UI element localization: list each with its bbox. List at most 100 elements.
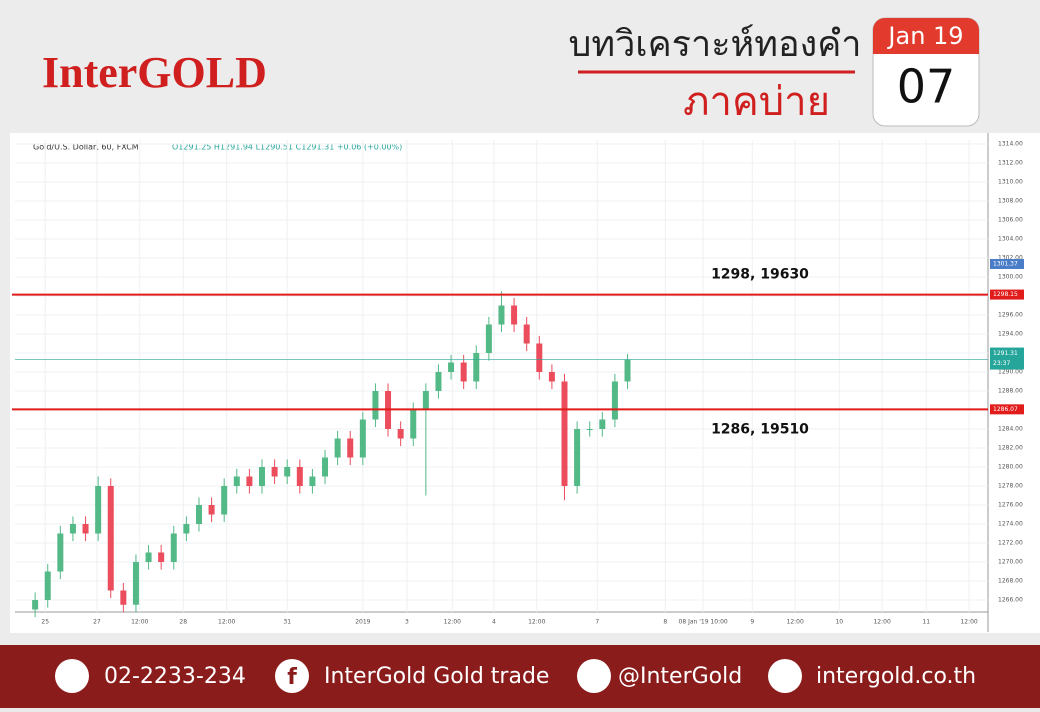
y-tick-label: 1308.00 [998, 198, 1023, 205]
x-tick-label: 12:00 [528, 619, 545, 626]
candle-body [132, 562, 139, 605]
y-tick-label: 1280.00 [998, 464, 1023, 471]
candle-body [57, 533, 64, 572]
x-tick-label: 25 [41, 619, 49, 626]
candle-body [611, 381, 618, 420]
facebook-glyph: f [287, 665, 297, 690]
phone-icon [55, 659, 89, 693]
calendar-top [873, 18, 979, 54]
y-tick-label: 1282.00 [998, 445, 1023, 452]
candle-body [410, 410, 417, 439]
candle-body [397, 429, 404, 439]
line-icon [577, 659, 611, 693]
candle-body [473, 353, 480, 382]
x-tick-label: 10 [835, 619, 843, 626]
candle-body [208, 505, 215, 515]
y-tick-label: 1278.00 [998, 483, 1023, 490]
y-tick-label: 1296.00 [998, 312, 1023, 319]
x-tick-label: 12:00 [787, 619, 804, 626]
candle-body [599, 419, 606, 429]
y-tick-label: 1266.00 [998, 597, 1023, 604]
y-tick-label: 1270.00 [998, 559, 1023, 566]
candle-body [511, 305, 518, 325]
y-tick-label: 1304.00 [998, 236, 1023, 243]
candle-body [69, 524, 76, 534]
candle-body [460, 362, 467, 382]
x-tick-label: 12:00 [960, 619, 977, 626]
subtitle: ภาคบ่าย [683, 79, 830, 125]
y-tick-label: 1302.00 [998, 255, 1023, 262]
candle-body [359, 419, 366, 458]
x-tick-label: 9 [750, 619, 754, 626]
candle-body [548, 372, 555, 382]
y-tick-label: 1272.00 [998, 540, 1023, 547]
candle-body [82, 524, 89, 534]
x-tick-label: 28 [179, 619, 187, 626]
x-tick-label: 12:00 [218, 619, 235, 626]
candle-body [498, 305, 505, 325]
calendar-day: 07 [897, 60, 956, 114]
level-tag-label: 1286.07 [993, 406, 1018, 413]
candle-body [170, 533, 177, 562]
level-tag [990, 289, 1024, 300]
candle-body [32, 600, 39, 610]
y-tick-label: 1268.00 [998, 578, 1023, 585]
candle-body [95, 486, 102, 534]
x-tick-label: 12:00 [444, 619, 461, 626]
price-tag [990, 258, 1024, 269]
price-tag-label: 1291.31 [993, 350, 1018, 357]
candle-body [347, 438, 354, 458]
candle-body [221, 486, 228, 515]
x-tick-label: 2019 [355, 619, 370, 626]
website: intergold.co.th [816, 664, 976, 689]
y-tick-label: 1274.00 [998, 521, 1023, 528]
candle-body [523, 324, 530, 344]
candle-body [120, 590, 127, 605]
candle-body [183, 524, 190, 534]
candle-body [158, 552, 165, 562]
x-tick-label: 11 [922, 619, 930, 626]
x-tick-label: 3 [405, 619, 409, 626]
candle-body [574, 429, 581, 486]
level-annotation: 1286, 19510 [711, 421, 809, 437]
candle-body [485, 324, 492, 353]
candle-body [536, 343, 543, 372]
y-tick-label: 1284.00 [998, 426, 1023, 433]
candle-body [435, 372, 442, 391]
x-tick-label: 08 Jan '19 10:00 [679, 619, 728, 626]
candle-body [195, 505, 202, 524]
facebook-icon [275, 659, 309, 693]
y-tick-label: 1312.00 [998, 160, 1023, 167]
y-tick-label: 1276.00 [998, 502, 1023, 509]
y-tick-label: 1294.00 [998, 331, 1023, 338]
level-tag [990, 404, 1024, 415]
price-tag-label: 1301.37 [993, 260, 1018, 267]
title: บทวิเคราะห์ทองคำ [568, 24, 861, 65]
y-tick-label: 1314.00 [998, 141, 1023, 148]
candle-body [246, 476, 253, 486]
x-tick-label: 31 [283, 619, 291, 626]
candle-body [284, 467, 291, 477]
candle-body [334, 438, 341, 458]
chart-area [10, 133, 1040, 633]
footer [0, 645, 1040, 708]
web-icon [768, 659, 802, 693]
level-annotation: 1298, 19630 [711, 267, 809, 283]
y-tick-label: 1306.00 [998, 217, 1023, 224]
candle-body [561, 381, 568, 486]
candle-body [44, 571, 51, 600]
logo: InterGOLD [42, 48, 267, 97]
candle-body [322, 457, 329, 477]
candle-body [586, 429, 593, 430]
calendar-month: Jan 19 [886, 22, 963, 50]
y-tick-label: 1290.00 [998, 369, 1023, 376]
line-id: @InterGold [618, 664, 742, 689]
facebook: InterGold Gold trade [324, 664, 549, 689]
y-tick-label: 1288.00 [998, 388, 1023, 395]
level-tag-label: 1298.15 [993, 291, 1018, 298]
x-tick-label: 12:00 [131, 619, 148, 626]
candle-body [448, 362, 455, 372]
candle-body [372, 391, 379, 420]
x-tick-label: 7 [595, 619, 599, 626]
